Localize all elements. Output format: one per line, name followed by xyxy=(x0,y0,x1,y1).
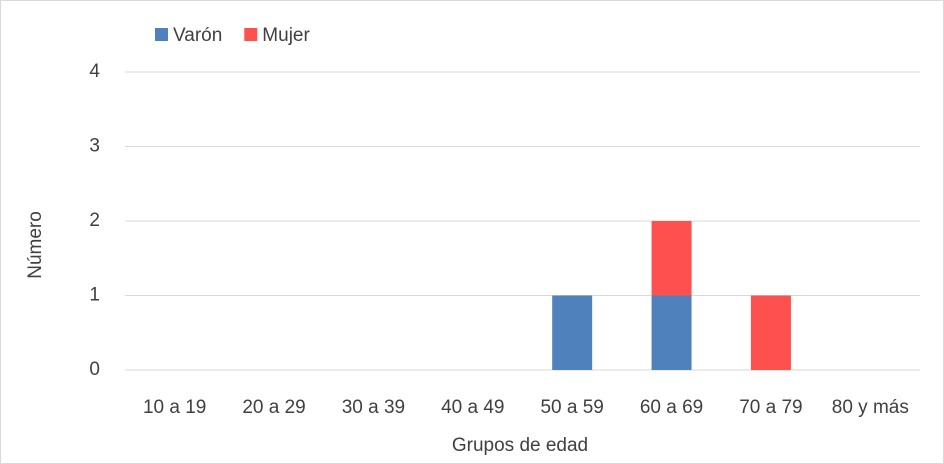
legend-swatch xyxy=(155,28,168,41)
y-tick-label: 0 xyxy=(89,359,100,380)
bar-segment xyxy=(651,221,692,296)
x-tick-label: 40 a 49 xyxy=(441,397,504,418)
x-tick-label: 60 a 69 xyxy=(640,397,703,418)
x-tick-label: 30 a 39 xyxy=(342,397,405,418)
y-tick-label: 2 xyxy=(89,210,100,231)
y-tick-label: 1 xyxy=(89,285,100,306)
y-tick-label: 4 xyxy=(89,61,100,82)
x-tick-label: 50 a 59 xyxy=(540,397,603,418)
x-tick-label: 10 a 19 xyxy=(143,397,206,418)
y-axis-label: Número xyxy=(25,211,46,279)
bar-segment xyxy=(552,295,593,370)
legend-label: Mujer xyxy=(262,25,310,46)
bar-segment xyxy=(750,295,791,370)
legend-swatch xyxy=(244,28,258,41)
legend-label: Varón xyxy=(173,25,222,46)
x-tick-label: 20 a 29 xyxy=(242,397,305,418)
y-tick-label: 3 xyxy=(89,136,100,157)
x-axis-label: Grupos de edad xyxy=(452,435,588,456)
bar-segment xyxy=(651,295,692,370)
x-tick-label: 80 y más xyxy=(832,397,909,418)
x-tick-label: 70 a 79 xyxy=(739,397,802,418)
